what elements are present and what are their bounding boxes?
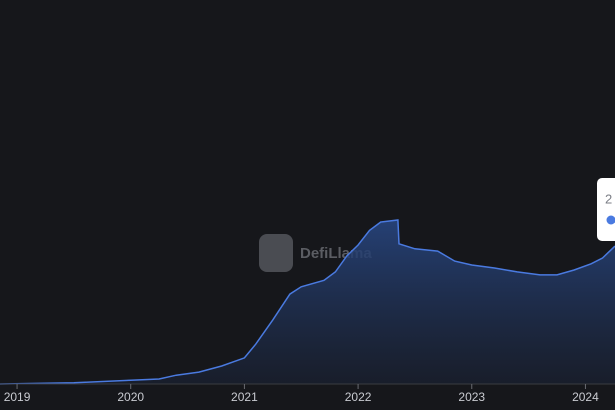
- area-fill: [0, 220, 615, 384]
- tooltip-box: [597, 178, 615, 241]
- x-tick-label: 2020: [117, 390, 144, 404]
- x-tick-label: 2019: [4, 390, 31, 404]
- watermark-icon: [259, 234, 293, 272]
- x-tick-label: 2024: [572, 390, 599, 404]
- area-line: [0, 219, 615, 385]
- x-tick-label: 2021: [231, 390, 258, 404]
- x-tick-label: 2023: [458, 390, 485, 404]
- tooltip-dot: [606, 215, 615, 225]
- x-tick-label: 2022: [345, 390, 372, 404]
- tooltip-text: 2: [605, 191, 612, 206]
